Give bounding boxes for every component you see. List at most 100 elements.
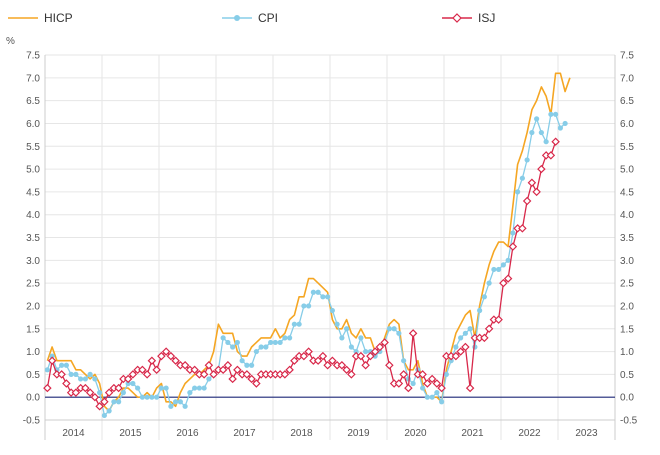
data-point [285, 365, 294, 375]
data-point [196, 385, 202, 391]
series-hicp [46, 72, 571, 412]
y-tick-label-right: 2.5 [620, 279, 634, 290]
data-point [386, 326, 392, 332]
data-point [477, 307, 483, 314]
data-point [87, 371, 93, 377]
data-point [342, 365, 351, 375]
y-tick-label: 6.0 [26, 119, 40, 130]
left-y-axis-ticks: -0.5 0.0 0.5 1.0 1.5 2.0 2.5 3.0 3.5 4.0 4.5 5.0 5.5… [23, 51, 41, 427]
data-point [519, 175, 525, 181]
data-point [391, 326, 397, 332]
data-point [163, 385, 169, 391]
data-point [49, 353, 55, 359]
data-point [171, 356, 180, 365]
legend-label: ISJ [478, 11, 495, 25]
data-point [318, 351, 328, 361]
data-point [268, 339, 274, 346]
data-point [304, 347, 313, 356]
data-point [467, 326, 473, 332]
data-point [472, 344, 478, 350]
data-point [230, 344, 236, 350]
y-tick-label-right: 0.5 [620, 370, 634, 381]
data-point [401, 358, 407, 364]
data-point [358, 335, 364, 341]
data-point [491, 266, 497, 273]
data-point [301, 303, 307, 309]
y-tick-label: -0.5 [23, 416, 41, 427]
data-point [59, 362, 65, 368]
data-point [90, 392, 100, 402]
data-point [44, 367, 50, 373]
data-point [372, 353, 378, 359]
data-point [310, 289, 316, 295]
data-point [348, 344, 354, 350]
data-point [537, 164, 546, 174]
data-point [356, 351, 366, 361]
data-point [82, 376, 88, 382]
y-tick-label-right: 1.0 [620, 347, 634, 358]
data-point [510, 230, 516, 236]
x-tick-label: 2023 [575, 428, 598, 439]
data-point [152, 365, 161, 375]
data-point [258, 344, 264, 350]
data-point [367, 348, 373, 355]
data-point [423, 379, 432, 388]
data-point [458, 335, 464, 341]
right-y-axis-ticks: -0.5 0.0 0.5 1.0 1.5 2.0 2.5 3.0 3.5 4.0 4.5 5.0 5.5… [620, 51, 638, 427]
legend-item-hicp[interactable]: HICP [8, 11, 73, 25]
data-point [534, 116, 540, 122]
y-tick-label-right: 3.0 [620, 256, 634, 267]
data-point [385, 361, 394, 370]
data-point [101, 412, 107, 419]
data-point [408, 329, 418, 338]
legend-item-isj[interactable]: ISJ [442, 11, 495, 25]
data-point [290, 356, 299, 365]
data-point [92, 376, 98, 382]
data-point [377, 348, 383, 355]
data-point [439, 399, 445, 405]
data-point [85, 388, 95, 397]
data-point [562, 120, 568, 127]
data-point [404, 383, 413, 393]
y-tick-label: 5.5 [26, 142, 40, 153]
data-point [68, 371, 74, 377]
y-tick-label: 3.0 [26, 256, 40, 267]
legend-item-cpi[interactable]: CPI [222, 11, 278, 25]
data-point [187, 390, 193, 396]
data-point [529, 129, 535, 136]
data-point [95, 402, 104, 411]
legend-marker [452, 13, 462, 23]
data-point [329, 307, 335, 314]
data-point [494, 315, 503, 324]
data-point [366, 351, 375, 361]
data-point [453, 344, 459, 350]
data-point [451, 351, 461, 361]
data-point [296, 321, 302, 327]
x-tick-label: 2021 [461, 428, 484, 439]
data-point [515, 189, 521, 195]
data-point [166, 351, 176, 361]
series-layer [43, 72, 571, 419]
y-axis-unit-label: % [6, 36, 15, 47]
y-tick-label-right: 4.0 [620, 210, 634, 221]
x-tick-label: 2022 [518, 428, 541, 439]
data-point [138, 365, 147, 375]
grid [44, 54, 616, 440]
data-point [244, 362, 250, 368]
x-tick-label: 2016 [176, 428, 199, 439]
data-point [144, 394, 150, 400]
y-tick-label: 1.5 [26, 324, 40, 335]
data-point [461, 342, 470, 352]
data-point [199, 370, 209, 379]
data-point [484, 324, 494, 333]
data-point [272, 339, 278, 346]
data-point [287, 335, 293, 341]
data-point [344, 326, 350, 332]
data-point [313, 356, 323, 365]
data-point [420, 385, 426, 391]
data-point [111, 399, 117, 405]
data-point [434, 390, 440, 396]
legend-marker [234, 15, 240, 21]
y-tick-label-right: 0.0 [620, 393, 634, 404]
data-point [47, 356, 57, 365]
